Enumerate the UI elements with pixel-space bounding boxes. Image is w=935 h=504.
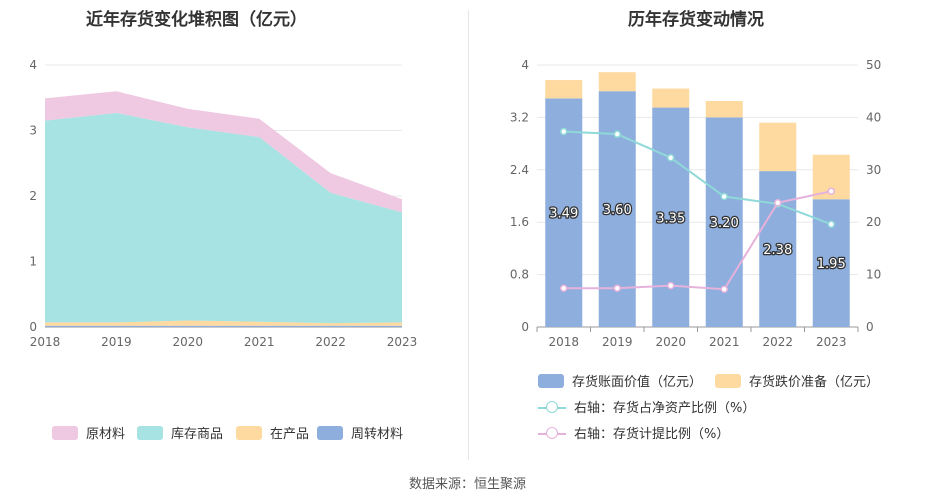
legend-item-右轴：存货占净资产比例（%）[interactable]: 右轴：存货占净资产比例（%）: [538, 397, 755, 416]
bar-segment-1: [598, 72, 636, 92]
legend-item-库存商品[interactable]: 库存商品: [137, 423, 223, 442]
x-tick-label: 2018: [548, 335, 579, 349]
y-tick-label: 4: [521, 58, 529, 72]
line-point-1: [774, 199, 782, 207]
line-point-0: [667, 153, 675, 162]
line-point-1: [667, 281, 675, 290]
data-source-note: 数据来源：恒生聚源: [408, 477, 526, 492]
y-tick-label: 3.2: [510, 110, 529, 124]
x-tick-label: 2022: [315, 335, 346, 349]
legend-label: 库存商品: [171, 427, 224, 442]
y2-tick-label: 0: [866, 320, 874, 334]
y-tick-label: 0: [521, 320, 529, 334]
legend-swatch: [317, 425, 343, 440]
bar-segment-0: [652, 107, 690, 327]
legend-swatch: [538, 373, 564, 388]
y2-tick-label: 30: [866, 163, 881, 177]
legend-item-在产品[interactable]: 在产品: [236, 423, 309, 442]
bar-segment-1: [545, 80, 583, 99]
legend-item-原材料[interactable]: 原材料: [52, 423, 125, 442]
line-point-1: [827, 187, 835, 196]
legend-label: 右轴：存货占净资产比例（%）: [574, 401, 756, 416]
line-point-1: [720, 285, 728, 294]
right-chart-title: 历年存货变动情况: [628, 10, 764, 30]
legend-label: 存货账面价值（亿元）: [572, 375, 703, 390]
y2-tick-label: 50: [866, 58, 881, 72]
y-tick-label: 2: [29, 189, 37, 203]
area-series-库存商品: [45, 112, 402, 324]
x-tick-label: 2019: [602, 335, 633, 349]
y-tick-label: 3: [29, 124, 37, 138]
bar-data-label: 3.49: [549, 207, 578, 222]
legend-item-存货跌价准备（亿元）[interactable]: 存货跌价准备（亿元）: [715, 371, 879, 390]
line-point-1: [560, 284, 568, 292]
panel-divider: [468, 10, 469, 460]
bar-data-label: 3.20: [710, 216, 739, 231]
legend-label: 在产品: [270, 427, 310, 442]
legend-swatch: [52, 425, 78, 440]
y2-tick-label: 20: [866, 215, 881, 229]
legend-item-周转材料[interactable]: 周转材料: [317, 423, 403, 442]
x-tick-label: 2022: [762, 335, 793, 349]
y-tick-label: 1: [29, 255, 37, 269]
line-point-0: [560, 127, 568, 136]
left-chart-title: 近年存货变化堆积图（亿元）: [86, 10, 307, 30]
area-series-周转材料: [45, 325, 402, 327]
legend-label: 存货跌价准备（亿元）: [749, 375, 880, 390]
legend-swatch: [715, 373, 741, 388]
x-tick-label: 2021: [709, 335, 740, 349]
bar-data-label: 2.38: [763, 243, 792, 258]
legend-swatch: [137, 425, 163, 440]
x-tick-label: 2019: [101, 335, 132, 349]
bar-data-label: 3.60: [603, 203, 632, 218]
line-point-0: [613, 130, 621, 138]
legend-swatch: [538, 426, 566, 440]
bar-data-label: 1.95: [817, 257, 846, 272]
x-tick-label: 2023: [816, 335, 847, 349]
y-tick-label: 0: [29, 320, 37, 334]
y-tick-label: 1.6: [510, 215, 529, 229]
stacked-area-chart: 0 1 2 3 4 2018 2019 2020 2021 2022 2023: [29, 58, 418, 349]
x-tick-label: 2021: [244, 335, 275, 349]
legend-swatch: [236, 425, 262, 440]
y-tick-label: 2.4: [510, 163, 529, 177]
legend-swatch: [538, 400, 566, 414]
legend-label: 原材料: [86, 427, 126, 442]
x-tick-label: 2020: [655, 335, 686, 349]
legend-label: 右轴：存货计提比例（%）: [574, 427, 730, 442]
legend-item-存货账面价值（亿元）[interactable]: 存货账面价值（亿元）: [538, 371, 702, 390]
bar-data-label: 3.35: [656, 211, 685, 226]
x-tick-label: 2023: [387, 335, 418, 349]
bar-segment-0: [759, 171, 797, 327]
y-tick-label: 4: [29, 58, 37, 72]
legend-item-右轴：存货计提比例（%）[interactable]: 右轴：存货计提比例（%）: [538, 423, 729, 442]
x-tick-label: 2018: [30, 335, 61, 349]
area-series-原材料: [45, 91, 402, 213]
bar-segment-1: [652, 88, 690, 108]
bar-segment-1: [759, 122, 797, 172]
line-point-0: [827, 220, 835, 229]
y-tick-label: 0.8: [510, 268, 529, 282]
area-series-在产品: [45, 320, 402, 326]
x-tick-label: 2020: [173, 335, 204, 349]
legend-label: 周转材料: [351, 427, 404, 442]
line-point-0: [720, 192, 728, 201]
line-series-1: [563, 190, 832, 291]
line-series-0: [563, 130, 832, 226]
bar-segment-1: [705, 101, 743, 118]
y2-tick-label: 10: [866, 268, 881, 282]
y2-tick-label: 40: [866, 110, 881, 124]
line-point-1: [613, 284, 621, 292]
